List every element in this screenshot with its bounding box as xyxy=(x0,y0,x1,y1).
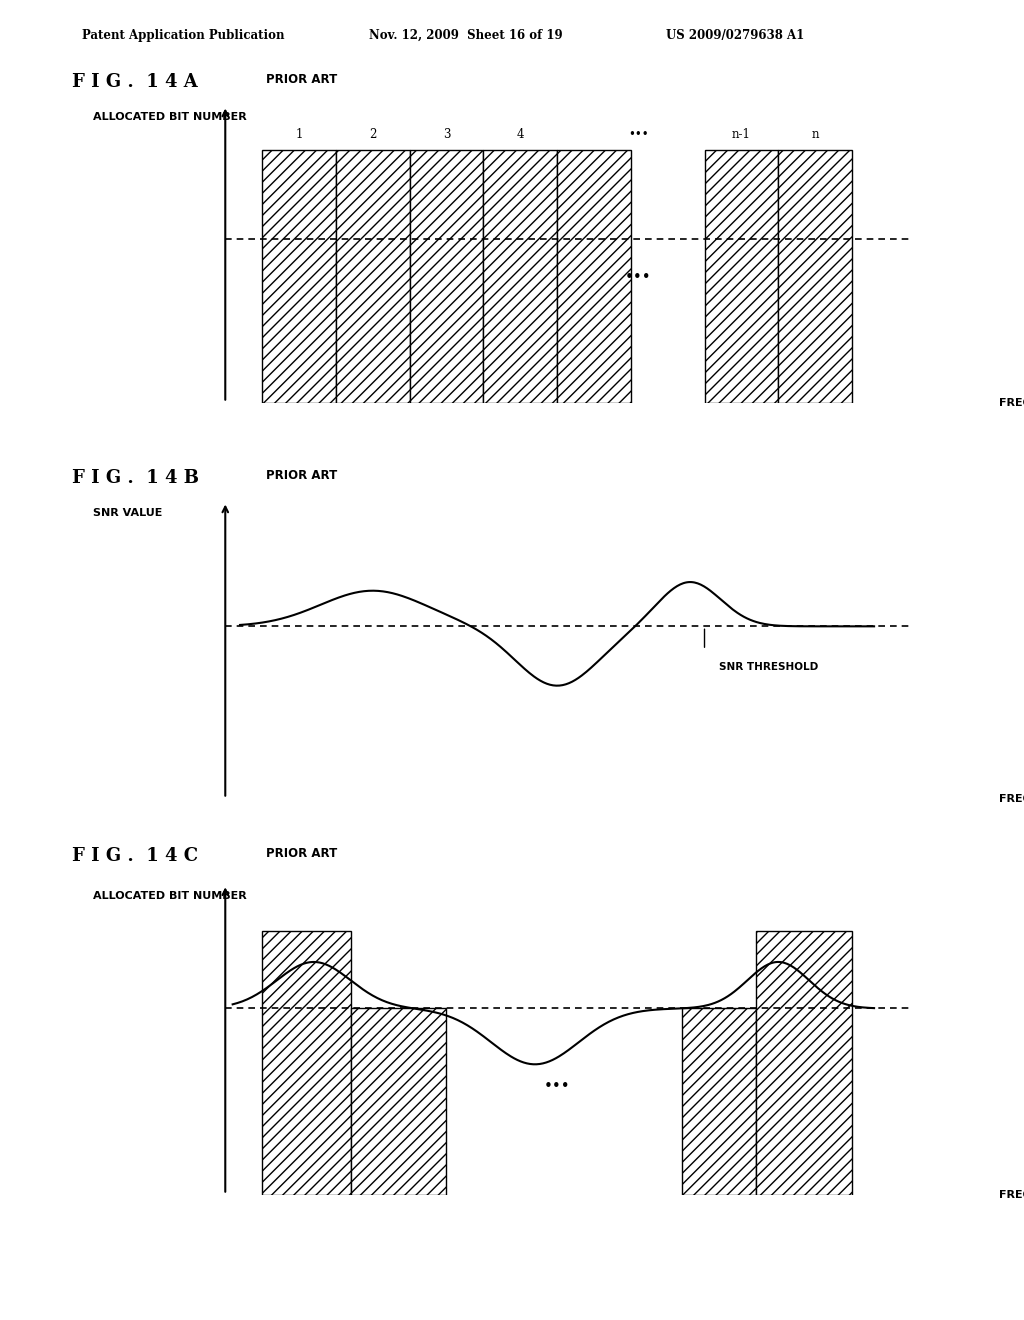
Text: 3: 3 xyxy=(442,128,451,141)
Bar xyxy=(262,150,336,403)
Bar xyxy=(682,1008,756,1195)
Text: Nov. 12, 2009  Sheet 16 of 19: Nov. 12, 2009 Sheet 16 of 19 xyxy=(369,29,562,42)
Text: PRIOR ART: PRIOR ART xyxy=(266,847,338,861)
Text: SNR VALUE: SNR VALUE xyxy=(92,507,162,517)
Text: 1: 1 xyxy=(295,128,303,141)
Text: •••: ••• xyxy=(544,1078,570,1093)
Text: n: n xyxy=(811,128,819,141)
Bar xyxy=(262,931,350,1195)
Text: Patent Application Publication: Patent Application Publication xyxy=(82,29,285,42)
Bar xyxy=(336,150,410,403)
Text: PRIOR ART: PRIOR ART xyxy=(266,73,338,86)
Text: F I G .  1 4 C: F I G . 1 4 C xyxy=(72,847,198,866)
Text: ALLOCATED BIT NUMBER: ALLOCATED BIT NUMBER xyxy=(92,891,247,900)
Text: US 2009/0279638 A1: US 2009/0279638 A1 xyxy=(666,29,804,42)
Text: FREQUENCY: FREQUENCY xyxy=(999,397,1024,408)
Bar xyxy=(350,1008,446,1195)
Bar xyxy=(756,931,852,1195)
Text: ALLOCATED BIT NUMBER: ALLOCATED BIT NUMBER xyxy=(92,112,247,121)
Bar xyxy=(557,150,631,403)
Text: PRIOR ART: PRIOR ART xyxy=(266,469,338,482)
Text: SNR THRESHOLD: SNR THRESHOLD xyxy=(719,663,818,672)
Text: 4: 4 xyxy=(516,128,524,141)
Text: •••: ••• xyxy=(625,271,651,285)
Bar xyxy=(705,150,778,403)
Bar xyxy=(483,150,557,403)
Bar xyxy=(410,150,483,403)
Text: 2: 2 xyxy=(369,128,377,141)
Text: FREQUENCY: FREQUENCY xyxy=(999,793,1024,804)
Text: FREQUENCY: FREQUENCY xyxy=(999,1189,1024,1200)
Bar xyxy=(778,150,852,403)
Text: F I G .  1 4 A: F I G . 1 4 A xyxy=(72,73,198,91)
Text: n-1: n-1 xyxy=(732,128,751,141)
Text: •••: ••• xyxy=(628,128,648,141)
Text: F I G .  1 4 B: F I G . 1 4 B xyxy=(72,469,199,487)
